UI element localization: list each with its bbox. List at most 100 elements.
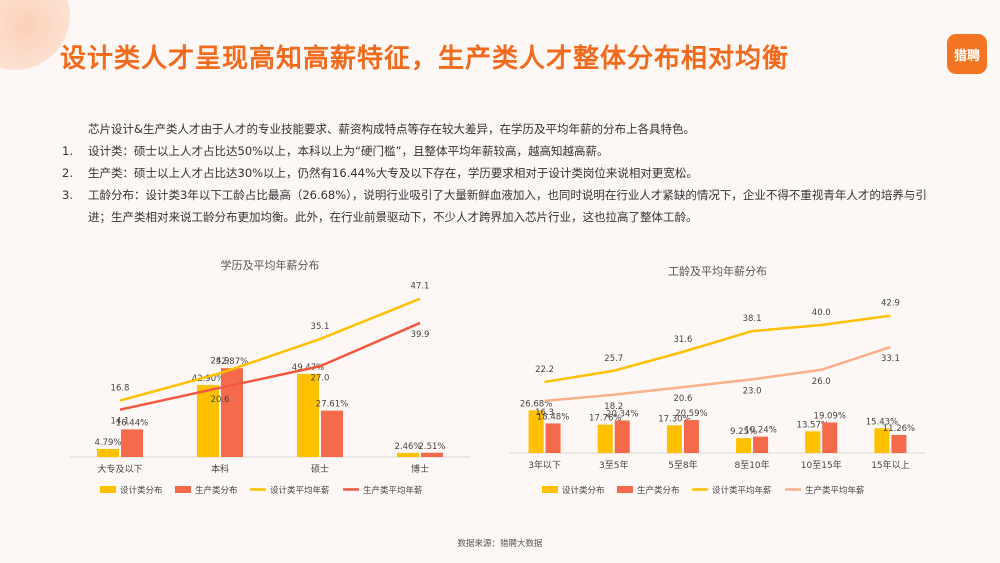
bar-data-label: 20.59% <box>675 409 707 419</box>
legend-swatch-bar <box>175 486 191 493</box>
line-data-label: 47.1 <box>411 282 430 292</box>
bar-design <box>397 452 419 457</box>
line-data-label: 40.0 <box>812 308 831 318</box>
bar-design <box>528 410 544 453</box>
bar-design <box>736 438 752 453</box>
bar-data-label: 20.34% <box>606 409 638 419</box>
bar-design <box>197 384 219 457</box>
legend-swatch-bar <box>617 486 633 493</box>
legend-label: 生产类平均年薪 <box>805 485 865 496</box>
bar-production <box>421 452 443 457</box>
line-data-label: 24.9 <box>211 356 230 366</box>
line-data-label: 16.8 <box>111 384 130 394</box>
bar-data-label: 18.48% <box>537 412 569 422</box>
line-data-label: 16.3 <box>535 408 554 418</box>
line-design-salary <box>544 314 891 384</box>
bar-production <box>221 368 243 457</box>
bar-data-label: 11.26% <box>883 424 915 434</box>
line-data-label: 31.6 <box>673 335 692 345</box>
line-data-label: 39.9 <box>411 330 430 340</box>
bar-data-label: 27.61% <box>316 400 348 410</box>
legend-swatch-bar <box>100 486 116 493</box>
line-data-label: 38.1 <box>743 314 762 324</box>
x-tick-label: 3年以下 <box>528 459 561 471</box>
line-data-label: 25.7 <box>604 354 623 364</box>
line-data-label: 20.6 <box>211 395 230 405</box>
x-tick-label: 5至8年 <box>668 459 697 471</box>
x-tick-label: 本科 <box>211 463 229 475</box>
bar-production <box>891 434 907 453</box>
legend-label: 设计类平均年薪 <box>712 485 772 496</box>
legend-label: 设计类分布 <box>562 485 605 496</box>
data-source: 数据来源：猎聘大数据 <box>457 539 543 549</box>
point-text: 设计类：硕士以上人才占比达50%以上，本科以上为“硬门槛”，且整体平均年薪较高，… <box>88 144 609 158</box>
line-data-label: 20.6 <box>673 394 692 404</box>
line-data-label: 14.1 <box>111 417 130 427</box>
x-tick-label: 8至10年 <box>734 459 769 471</box>
bar-design <box>805 431 821 453</box>
bar-data-label: 10.24% <box>744 426 776 436</box>
point-number: 3. <box>62 188 73 202</box>
bar-design <box>597 424 613 453</box>
bar-design <box>297 373 319 457</box>
point-3: 3. 工龄分布：设计类3年以下工龄占比最高（26.68%），说明行业吸引了大量新… <box>62 184 948 228</box>
x-tick-label: 15年以上 <box>871 459 909 471</box>
bar-production <box>753 436 769 453</box>
x-tick-label: 博士 <box>411 463 429 475</box>
bar-data-label: 13.57% <box>797 420 829 430</box>
tenure-salary-chart-svg: 工龄及平均年薪分布 3年以下 26.68% 18.48% 3至5年 17.76%20.34… <box>510 264 925 496</box>
line-data-label: 22.2 <box>535 365 554 375</box>
education-salary-chart: 学历及平均年薪分布 大专及以下 4.79% 16.44% 本科 42.90% 52.87% 硕… <box>70 245 470 509</box>
tenure-salary-chart: 工龄及平均年薪分布 3年以下 26.68% 18.48% 3至5年 17.76% 20.34… <box>510 245 930 509</box>
intro-text: 芯片设计&生产类人才由于人才的专业技能要求、薪资构成特点等存在较大差异，在学历及… <box>62 118 948 228</box>
line-production-salary <box>544 345 891 403</box>
point-text: 工龄分布：设计类3年以下工龄占比最高（26.68%），说明行业吸引了大量新鲜血液… <box>88 188 927 224</box>
line-data-label: 33.1 <box>881 354 900 364</box>
bar-production <box>545 423 561 453</box>
bar-data-label: 2.51% <box>418 442 445 452</box>
bar-data-label: 17.30% <box>658 414 690 424</box>
point-2: 2. 生产类：硕士以上人才占比达30%以上，仍然有16.44%大专及以下存在，学… <box>62 162 948 184</box>
bar-data-label: 26.68% <box>520 399 552 409</box>
bar-data-label: 42.90% <box>192 374 224 384</box>
legend-label: 设计类平均年薪 <box>270 485 330 496</box>
legend-swatch-bar <box>542 486 558 493</box>
point-number: 2. <box>62 166 73 180</box>
chart-title: 学历及平均年薪分布 <box>221 258 320 272</box>
bar-data-label: 52.87% <box>216 357 248 367</box>
x-tick-label: 大专及以下 <box>97 463 142 475</box>
bar-design <box>874 428 890 453</box>
bar-design <box>666 425 682 453</box>
line-data-label: 27.0 <box>311 373 330 383</box>
bar-data-label: 19.09% <box>814 411 846 421</box>
point-1: 1. 设计类：硕士以上人才占比达50%以上，本科以上为“硬门槛”，且整体平均年薪… <box>62 140 948 162</box>
point-text: 生产类：硕士以上人才占比达30%以上，仍然有16.44%大专及以下存在，学历要求… <box>88 166 698 180</box>
line-data-label: 23.0 <box>743 386 762 396</box>
line-data-label: 42.9 <box>881 299 900 309</box>
point-number: 1. <box>62 144 73 158</box>
x-tick-label: 10至15年 <box>801 459 842 471</box>
line-data-label: 35.1 <box>311 322 330 332</box>
liepin-logo: 猎聘 <box>947 34 987 74</box>
x-tick-label: 硕士 <box>311 463 329 475</box>
bar-data-label: 16.44% <box>116 418 148 428</box>
bar-data-label: 2.46% <box>394 442 421 452</box>
bar-data-label: 9.25% <box>730 427 757 437</box>
chart-title: 工龄及平均年薪分布 <box>668 264 767 278</box>
intro-paragraph: 芯片设计&生产类人才由于人才的专业技能要求、薪资构成特点等存在较大差异，在学历及… <box>88 122 695 136</box>
x-tick-label: 3至5年 <box>599 459 628 471</box>
bar-design <box>97 448 119 457</box>
bar-production <box>321 410 343 457</box>
legend-label: 生产类分布 <box>637 485 680 496</box>
legend-label: 生产类平均年薪 <box>363 485 423 496</box>
bar-data-label: 17.76% <box>589 414 621 424</box>
legend-label: 生产类分布 <box>195 485 238 496</box>
legend-label: 设计类分布 <box>120 485 163 496</box>
page-title: 设计类人才呈现高知高薪特征，生产类人才整体分布相对均衡 <box>60 44 790 74</box>
bar-data-label: 15.43% <box>866 417 898 427</box>
bar-production <box>822 422 838 453</box>
bar-production <box>121 429 143 457</box>
bar-production <box>683 420 699 453</box>
line-data-label: 26.0 <box>812 377 831 387</box>
